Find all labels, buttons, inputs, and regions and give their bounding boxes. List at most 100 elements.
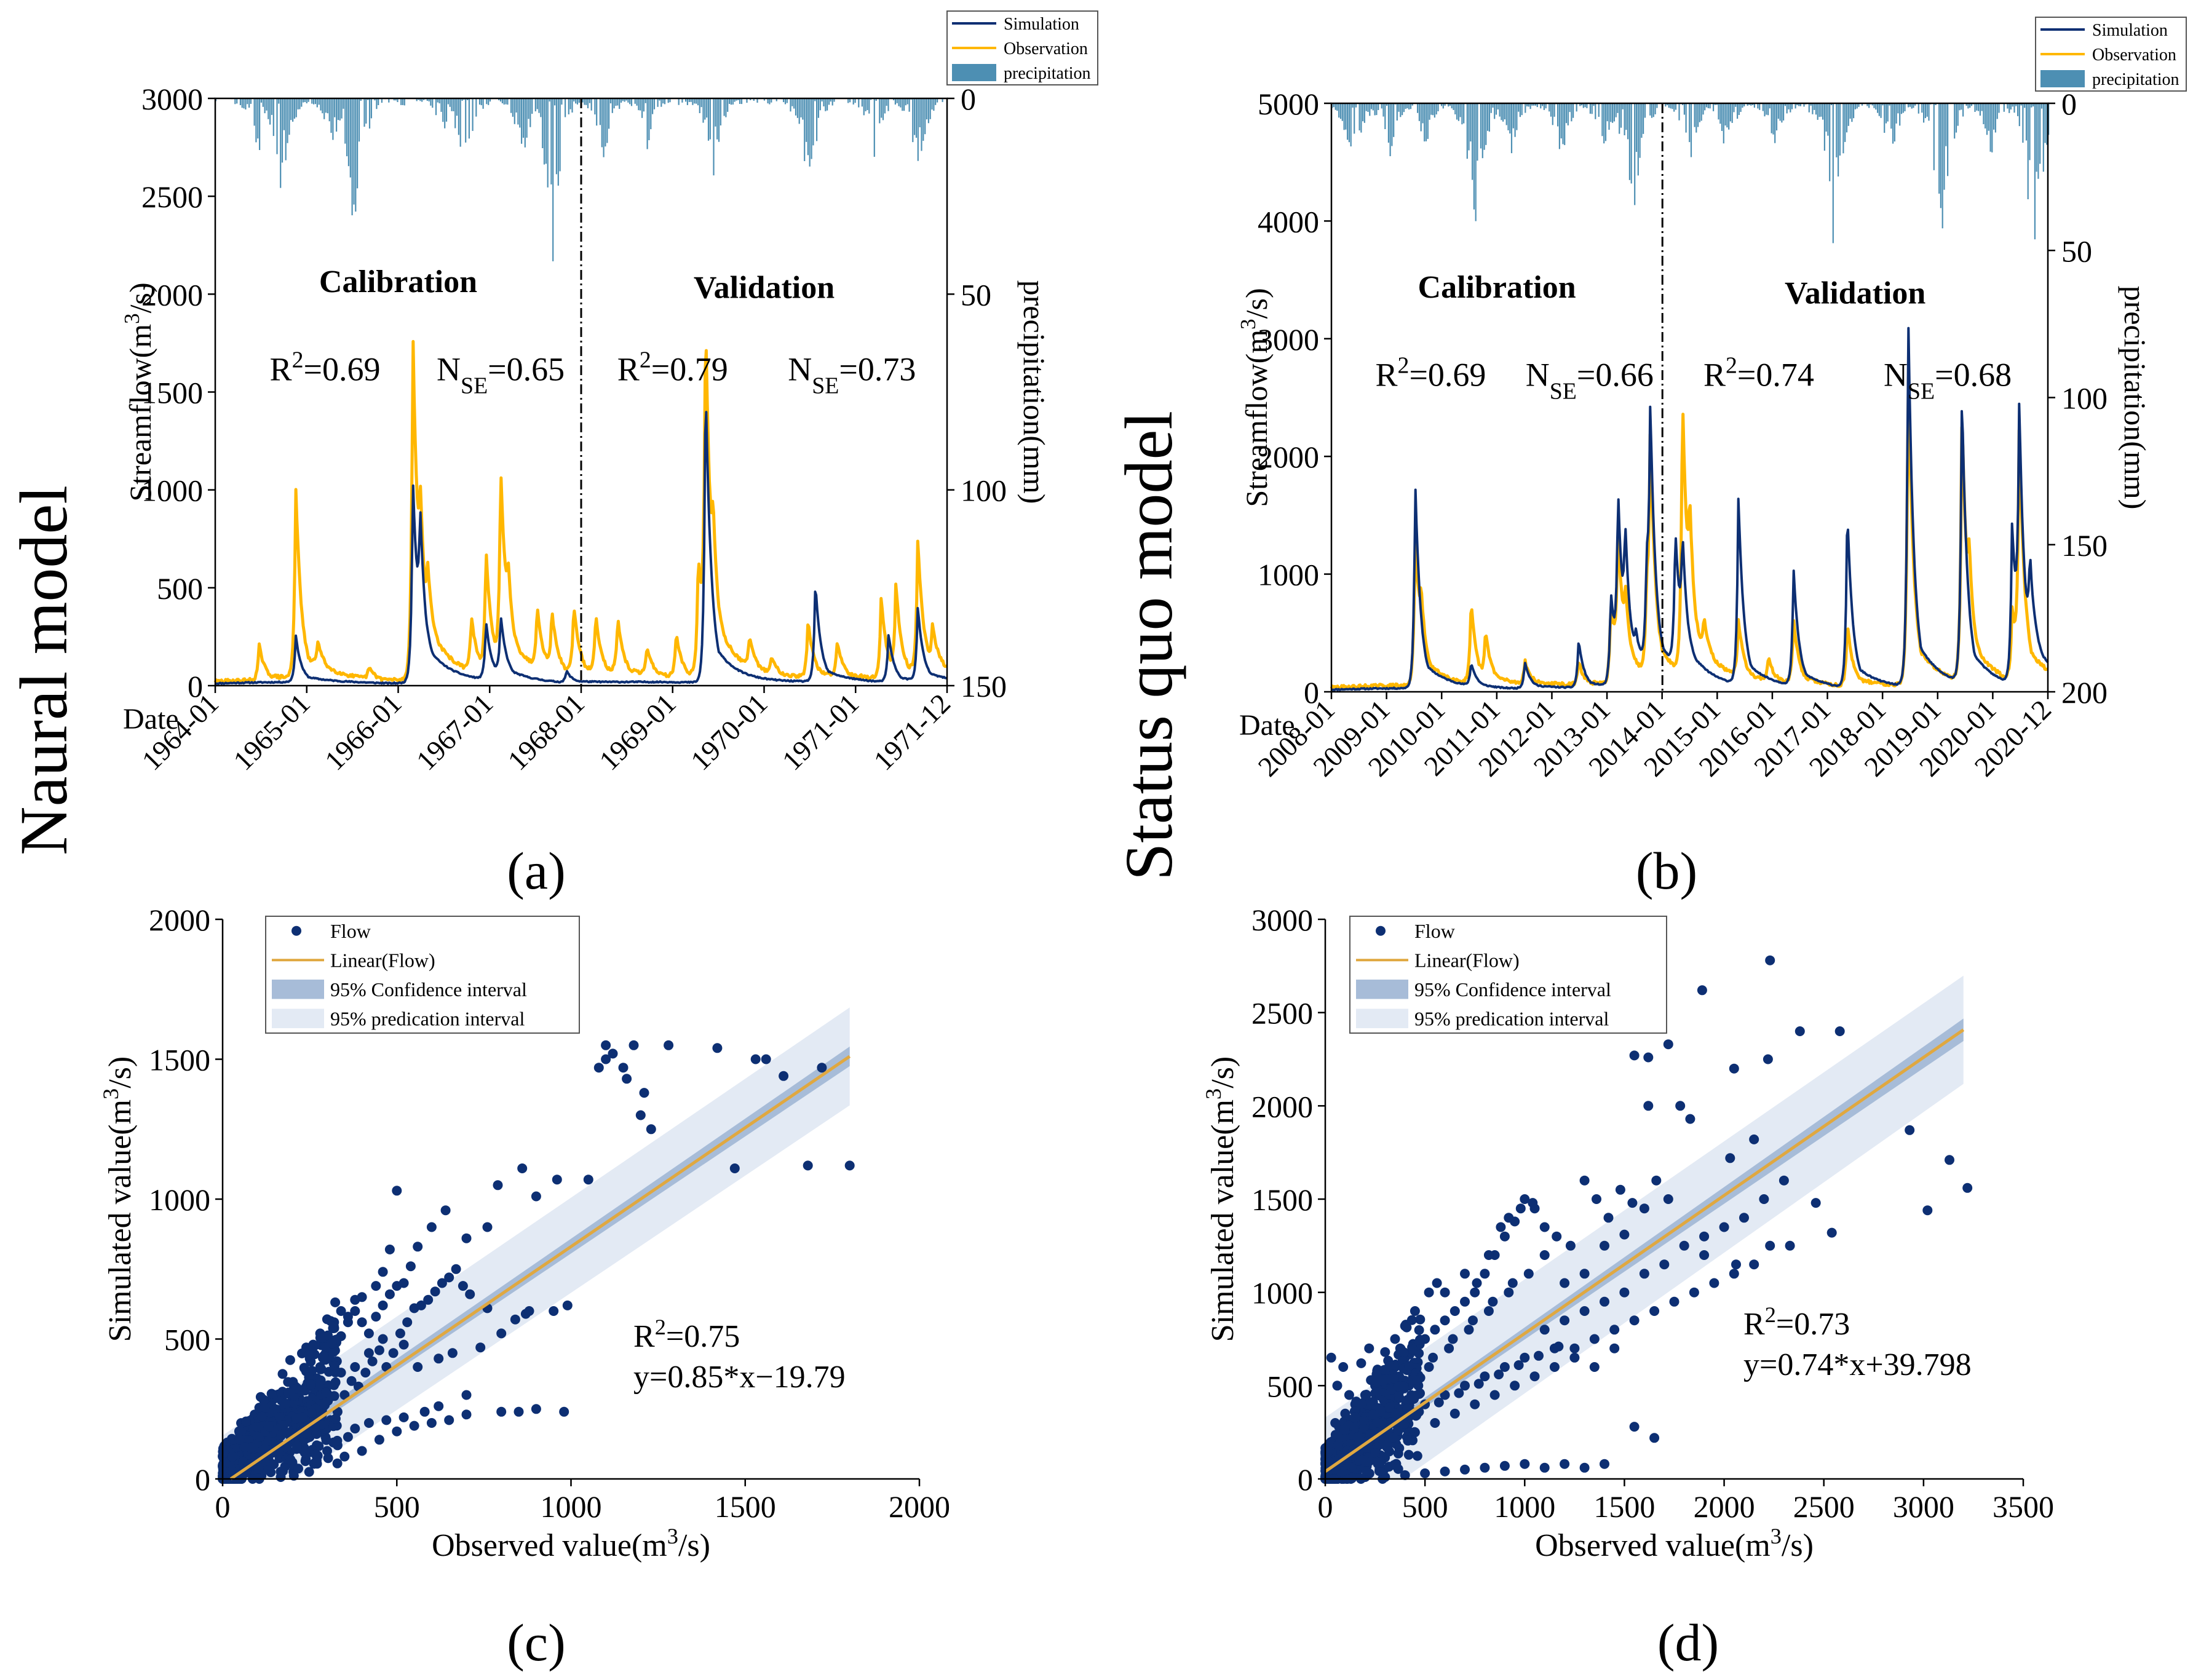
precipitation-bar bbox=[624, 98, 625, 102]
precipitation-bar bbox=[933, 98, 935, 111]
flow-point bbox=[1675, 1101, 1686, 1111]
precipitation-bar bbox=[615, 98, 617, 106]
precipitation-bar bbox=[723, 98, 725, 116]
flow-point bbox=[260, 1444, 270, 1454]
flow-point bbox=[280, 1461, 290, 1472]
precipitation-bar bbox=[1365, 103, 1367, 111]
flow-point bbox=[1765, 955, 1775, 965]
flow-point bbox=[1415, 1314, 1426, 1325]
precipitation-bar bbox=[763, 98, 765, 101]
y-tick-label: 2500 bbox=[1251, 996, 1313, 1031]
precipitation-bar bbox=[1818, 103, 1820, 117]
flow-point bbox=[1350, 1412, 1360, 1422]
flow-point bbox=[434, 1353, 444, 1364]
flow-point bbox=[357, 1446, 367, 1456]
precipitation-bar bbox=[1429, 103, 1430, 120]
precipitation-bar bbox=[1788, 103, 1790, 109]
flow-point bbox=[1513, 1360, 1524, 1370]
flow-point bbox=[329, 1361, 339, 1371]
y-tick-label: 500 bbox=[1267, 1369, 1313, 1403]
precipitation-bar bbox=[403, 98, 405, 106]
flow-point bbox=[1609, 1325, 1620, 1335]
precipitation-bar bbox=[1779, 103, 1781, 121]
precipitation-bar bbox=[1490, 103, 1492, 113]
flow-point bbox=[1659, 1259, 1670, 1270]
flow-point bbox=[434, 1401, 444, 1411]
precipitation-bar bbox=[1880, 103, 1882, 118]
precipitation-bar bbox=[1889, 103, 1890, 106]
flow-point bbox=[409, 1420, 419, 1431]
precipitation-bar bbox=[421, 98, 423, 102]
precipitation-bar bbox=[445, 98, 448, 122]
flow-point bbox=[1434, 1397, 1444, 1408]
precipitation-bar bbox=[625, 98, 627, 101]
precipitation-bar bbox=[1518, 103, 1520, 112]
precipitation-bar bbox=[1812, 103, 1814, 114]
precipitation-bar bbox=[2012, 103, 2013, 107]
precipitation-bar bbox=[1759, 103, 1761, 110]
flow-point bbox=[531, 1191, 541, 1202]
flow-point bbox=[1403, 1435, 1413, 1446]
precipitation-bar bbox=[767, 98, 769, 104]
precipitation-bar bbox=[365, 98, 367, 124]
r2-annotation: R2=0.75 bbox=[633, 1315, 740, 1354]
flow-point bbox=[1504, 1287, 1514, 1298]
precipitation-bar bbox=[619, 98, 621, 109]
flow-point bbox=[562, 1300, 573, 1310]
flow-point bbox=[323, 1330, 333, 1341]
flow-point bbox=[311, 1456, 322, 1466]
precipitation-bar bbox=[1791, 103, 1793, 109]
precipitation-bar bbox=[536, 98, 538, 109]
x-tick-label: 1500 bbox=[715, 1489, 776, 1524]
precipitation-bar bbox=[381, 98, 383, 103]
precipitation-bar bbox=[739, 98, 741, 104]
flow-point bbox=[1731, 1259, 1741, 1270]
flow-point bbox=[1600, 1459, 1609, 1469]
y2-tick-label: 200 bbox=[2061, 675, 2108, 710]
y2-tick-label: 0 bbox=[961, 82, 976, 116]
precipitation-bar bbox=[912, 98, 914, 143]
x-tick-label: 0 bbox=[1318, 1489, 1333, 1524]
flow-point bbox=[321, 1387, 331, 1398]
precipitation-bar bbox=[1625, 103, 1627, 130]
precipitation-bar bbox=[1786, 103, 1788, 114]
precipitation-bar bbox=[746, 98, 748, 103]
flow-point bbox=[1480, 1371, 1490, 1382]
flow-point bbox=[378, 1334, 388, 1344]
precipitation-bar bbox=[1689, 103, 1691, 143]
precipitation-bar bbox=[1844, 103, 1846, 142]
flow-point bbox=[332, 1458, 343, 1468]
precipitation-bar bbox=[1814, 103, 1815, 110]
precipitation-bar bbox=[2032, 103, 2034, 107]
precipitation-bar bbox=[582, 98, 584, 103]
y-tick-label: 1500 bbox=[1251, 1183, 1313, 1217]
precipitation-bar bbox=[428, 98, 430, 101]
precipitation-bar bbox=[886, 98, 887, 106]
flow-point bbox=[646, 1124, 656, 1135]
legend-swatch-pi bbox=[1356, 1008, 1408, 1028]
flow-point bbox=[1393, 1381, 1403, 1392]
flow-point bbox=[363, 1328, 374, 1339]
flow-point bbox=[357, 1317, 367, 1328]
flow-point bbox=[1663, 1194, 1673, 1204]
flow-point bbox=[1945, 1155, 1954, 1165]
precipitation-bar bbox=[1603, 103, 1605, 144]
precipitation-bar bbox=[1641, 103, 1643, 138]
flow-point bbox=[1569, 1352, 1580, 1363]
precipitation-bar bbox=[729, 98, 731, 104]
flow-point bbox=[1603, 1213, 1614, 1223]
precipitation-bar bbox=[442, 98, 444, 122]
flow-points bbox=[218, 1040, 855, 1484]
precipitation-bar bbox=[358, 98, 360, 142]
precipitation-bar bbox=[627, 98, 629, 103]
precipitation-bar bbox=[849, 98, 851, 103]
flow-point bbox=[328, 1437, 339, 1448]
precipitation-bar bbox=[1387, 103, 1389, 143]
precipitation-bar bbox=[1673, 103, 1675, 112]
legend: Flow Linear(Flow) 95% Confidence interval 9… bbox=[265, 916, 580, 1034]
precipitation-bar bbox=[1424, 103, 1426, 141]
precipitation-bar bbox=[538, 98, 540, 113]
precipitation-bar bbox=[304, 98, 306, 102]
precipitation-bar bbox=[1534, 103, 1537, 106]
flow-point bbox=[461, 1390, 472, 1400]
